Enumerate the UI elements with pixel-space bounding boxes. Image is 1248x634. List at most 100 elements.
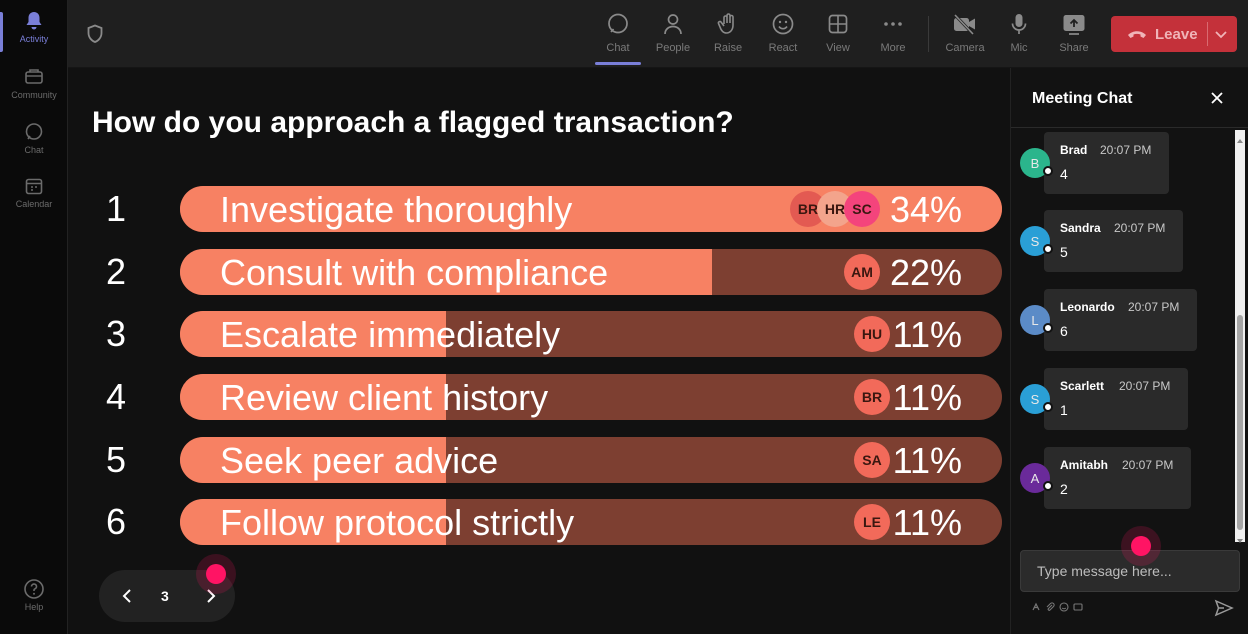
- avatar-initial: B: [1030, 155, 1040, 171]
- voter-avatar[interactable]: HR: [817, 191, 853, 227]
- toolbar-chat-button[interactable]: Chat: [593, 10, 643, 65]
- chat-message-input[interactable]: [1020, 550, 1240, 592]
- poll-option-percent: 11%: [892, 314, 962, 355]
- chat-title: Meeting Chat: [1032, 90, 1133, 107]
- rail-item-chat[interactable]: Chat: [0, 121, 68, 155]
- community-icon: [23, 66, 45, 88]
- poll-option-fill: [180, 437, 446, 483]
- rail-label: Calendar: [15, 199, 53, 209]
- toolbar-view-button[interactable]: View: [813, 10, 863, 54]
- scroll-up-icon[interactable]: [1236, 132, 1244, 143]
- chat-message[interactable]: S Scarlett 20:07 PM 1: [1020, 368, 1188, 430]
- option-number: 4: [106, 376, 127, 417]
- emoji-icon[interactable]: [1059, 602, 1069, 614]
- message-text: 2: [1060, 481, 1068, 497]
- help-icon: [23, 578, 45, 600]
- poll-option-label: Seek peer advice: [220, 440, 499, 481]
- poll-option-bar[interactable]: Investigate thoroughly 34% BR HR SC: [180, 186, 1002, 232]
- rail-item-community[interactable]: Community: [0, 66, 68, 100]
- hand-icon: [715, 10, 741, 38]
- smile-icon: [770, 10, 796, 38]
- chat-icon: [23, 121, 45, 143]
- presence-indicator: [1043, 166, 1053, 176]
- chevron-left-icon[interactable]: [117, 586, 137, 611]
- message-timestamp: 20:07 PM: [1128, 300, 1180, 314]
- poll-option-label: Review client history: [220, 377, 549, 418]
- toolbar-more-button[interactable]: More: [868, 10, 918, 54]
- more-icon: [880, 10, 906, 38]
- poll-option-bar[interactable]: Review client history 11% BR: [180, 374, 1002, 420]
- attach-icon[interactable]: [1045, 602, 1055, 614]
- poll-option-bar[interactable]: Follow protocol strictly 11% LE: [180, 499, 1002, 545]
- leave-label: Leave: [1155, 25, 1198, 43]
- presence-indicator: [1043, 244, 1053, 254]
- mic-icon: [1006, 10, 1032, 38]
- poll-option-fill: [180, 249, 712, 295]
- voter-avatar[interactable]: HU: [854, 316, 890, 352]
- avatar[interactable]: A: [1020, 463, 1053, 493]
- rail-item-calendar[interactable]: Calendar: [0, 175, 68, 209]
- poll-option-percent: 11%: [892, 377, 962, 418]
- avatar-initial: A: [1030, 470, 1040, 486]
- format-toolbar: [1031, 602, 1083, 614]
- close-icon[interactable]: [1209, 90, 1225, 111]
- poll-option-percent: 11%: [892, 502, 962, 543]
- shield-icon[interactable]: [86, 24, 104, 49]
- toolbar-mic-button[interactable]: Mic: [994, 10, 1044, 54]
- toolbar-share-button[interactable]: Share: [1049, 10, 1099, 54]
- avatar[interactable]: B: [1020, 148, 1053, 178]
- poll-option-label: Investigate thoroughly: [220, 189, 573, 230]
- chat-message[interactable]: B Brad 20:07 PM 4: [1020, 132, 1169, 194]
- poll-option-bar[interactable]: Seek peer advice 11% SA: [180, 437, 1002, 483]
- scroll-down-icon[interactable]: [1236, 532, 1244, 543]
- chevron-right-icon[interactable]: [201, 586, 221, 611]
- leave-button[interactable]: Leave: [1111, 16, 1237, 52]
- share-icon: [1061, 10, 1087, 38]
- voter-avatar[interactable]: AM: [844, 254, 880, 290]
- rail-item-activity[interactable]: Activity: [0, 10, 68, 52]
- avatar[interactable]: S: [1020, 226, 1053, 256]
- sender-name: Leonardo: [1060, 300, 1115, 314]
- option-number: 6: [106, 501, 127, 542]
- poll-stage: How do you approach a flagged transactio…: [68, 68, 1010, 634]
- option-number: 3: [106, 313, 127, 354]
- voter-avatar[interactable]: SA: [854, 442, 890, 478]
- toolbar-raise-button[interactable]: Raise: [703, 10, 753, 54]
- voter-avatar[interactable]: LE: [854, 504, 890, 540]
- gif-icon[interactable]: [1073, 602, 1083, 614]
- format-icon[interactable]: [1031, 602, 1041, 614]
- rail-label: Chat: [24, 145, 44, 155]
- voter-avatar[interactable]: BR: [854, 379, 890, 415]
- calendar-icon: [23, 175, 45, 197]
- rail-item-help[interactable]: Help: [0, 578, 68, 612]
- toolbar-label: People: [655, 42, 691, 54]
- chat-message[interactable]: A Amitabh 20:07 PM 2: [1020, 447, 1191, 509]
- toolbar-label: React: [768, 42, 798, 54]
- chat-message[interactable]: S Sandra 20:07 PM 5: [1020, 210, 1183, 272]
- message-text: 1: [1060, 402, 1068, 418]
- voter-avatar[interactable]: SC: [844, 191, 880, 227]
- sender-name: Brad: [1060, 143, 1088, 157]
- phone-hangup-icon: [1127, 28, 1147, 40]
- message-text: 4: [1060, 166, 1068, 182]
- avatar[interactable]: S: [1020, 384, 1053, 414]
- chat-message[interactable]: L Leonardo 20:07 PM 6: [1020, 289, 1197, 351]
- scrollbar-thumb[interactable]: [1237, 315, 1243, 530]
- pointer-indicator: [196, 554, 236, 594]
- poll-option-percent: 22%: [889, 252, 962, 293]
- meeting-chat-panel: Meeting Chat B Brad 20:07 PM 4 S Sandra 20:07 …: [1010, 68, 1248, 634]
- message-timestamp: 20:07 PM: [1122, 458, 1174, 472]
- sender-name: Scarlett: [1060, 379, 1105, 393]
- send-icon[interactable]: [1214, 598, 1234, 623]
- poll-option-bar[interactable]: Escalate immediately 11% HU: [180, 311, 1002, 357]
- app-rail: Activity Community Chat Calendar Help: [0, 0, 68, 634]
- toolbar-people-button[interactable]: People: [648, 10, 698, 54]
- avatar[interactable]: L: [1020, 305, 1053, 335]
- message-text: 6: [1060, 323, 1068, 339]
- chevron-down-icon[interactable]: [1213, 26, 1229, 46]
- toolbar-camera-button[interactable]: Camera: [940, 10, 990, 54]
- chat-scrollbar[interactable]: [1235, 130, 1245, 543]
- poll-option-bar[interactable]: Consult with compliance 22% AM: [180, 249, 1002, 295]
- toolbar-react-button[interactable]: React: [758, 10, 808, 54]
- toolbar-label: Share: [1059, 42, 1089, 54]
